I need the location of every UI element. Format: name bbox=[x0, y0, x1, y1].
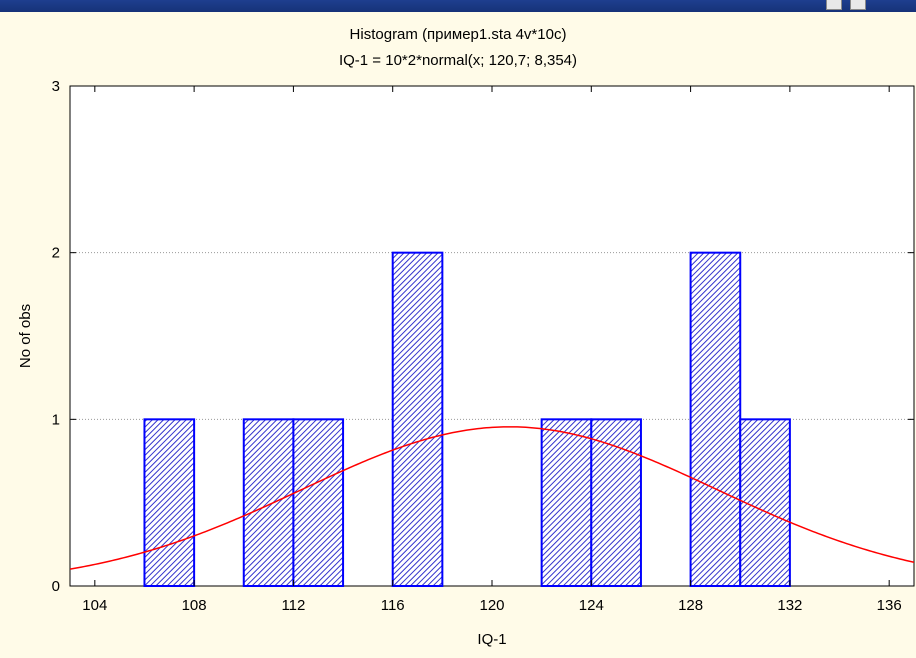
chart-title: Histogram (пример1.sta 4v*10c) bbox=[349, 26, 567, 43]
minimize-icon[interactable] bbox=[826, 0, 842, 10]
histogram-bar-7 bbox=[739, 418, 791, 588]
x-tick-label-116: 116 bbox=[381, 597, 405, 614]
histogram-bar-3 bbox=[391, 251, 444, 588]
histogram-bar-6 bbox=[689, 251, 742, 588]
window-title-bar bbox=[0, 0, 916, 12]
x-tick-label-112: 112 bbox=[281, 597, 305, 614]
x-tick-label-120: 120 bbox=[479, 597, 504, 614]
x-tick-label-128: 128 bbox=[678, 597, 703, 614]
y-tick-label-2: 2 bbox=[52, 245, 60, 262]
x-tick-label-136: 136 bbox=[877, 597, 902, 614]
x-axis-label: IQ-1 bbox=[477, 631, 506, 648]
histogram-bar-5 bbox=[590, 418, 642, 588]
histogram-bar-4 bbox=[540, 418, 593, 588]
x-tick-label-108: 108 bbox=[182, 597, 207, 614]
x-tick-label-104: 104 bbox=[82, 597, 107, 614]
chart-subtitle: IQ-1 = 10*2*normal(x; 120,7; 8,354) bbox=[338, 52, 578, 69]
histogram-bar-2 bbox=[292, 418, 345, 588]
y-axis-label: No of obs bbox=[17, 304, 34, 368]
maximize-icon[interactable] bbox=[850, 0, 866, 10]
y-tick-label-3: 3 bbox=[52, 78, 60, 95]
histogram-bar-0 bbox=[143, 418, 196, 588]
histogram-bar-1 bbox=[242, 418, 295, 588]
fit-curve-path bbox=[70, 426, 914, 570]
normal-fit-curve bbox=[70, 426, 914, 570]
bars bbox=[143, 251, 791, 588]
y-axis-ticks: 0 1 2 3 bbox=[52, 78, 914, 595]
x-tick-label-132: 132 bbox=[777, 597, 802, 614]
y-tick-label-0: 0 bbox=[52, 578, 60, 595]
y-tick-label-1: 1 bbox=[52, 411, 60, 428]
x-axis-ticks: 104 108 112 116 120 124 128 132 136 bbox=[82, 86, 902, 614]
x-tick-label-124: 124 bbox=[579, 597, 604, 614]
